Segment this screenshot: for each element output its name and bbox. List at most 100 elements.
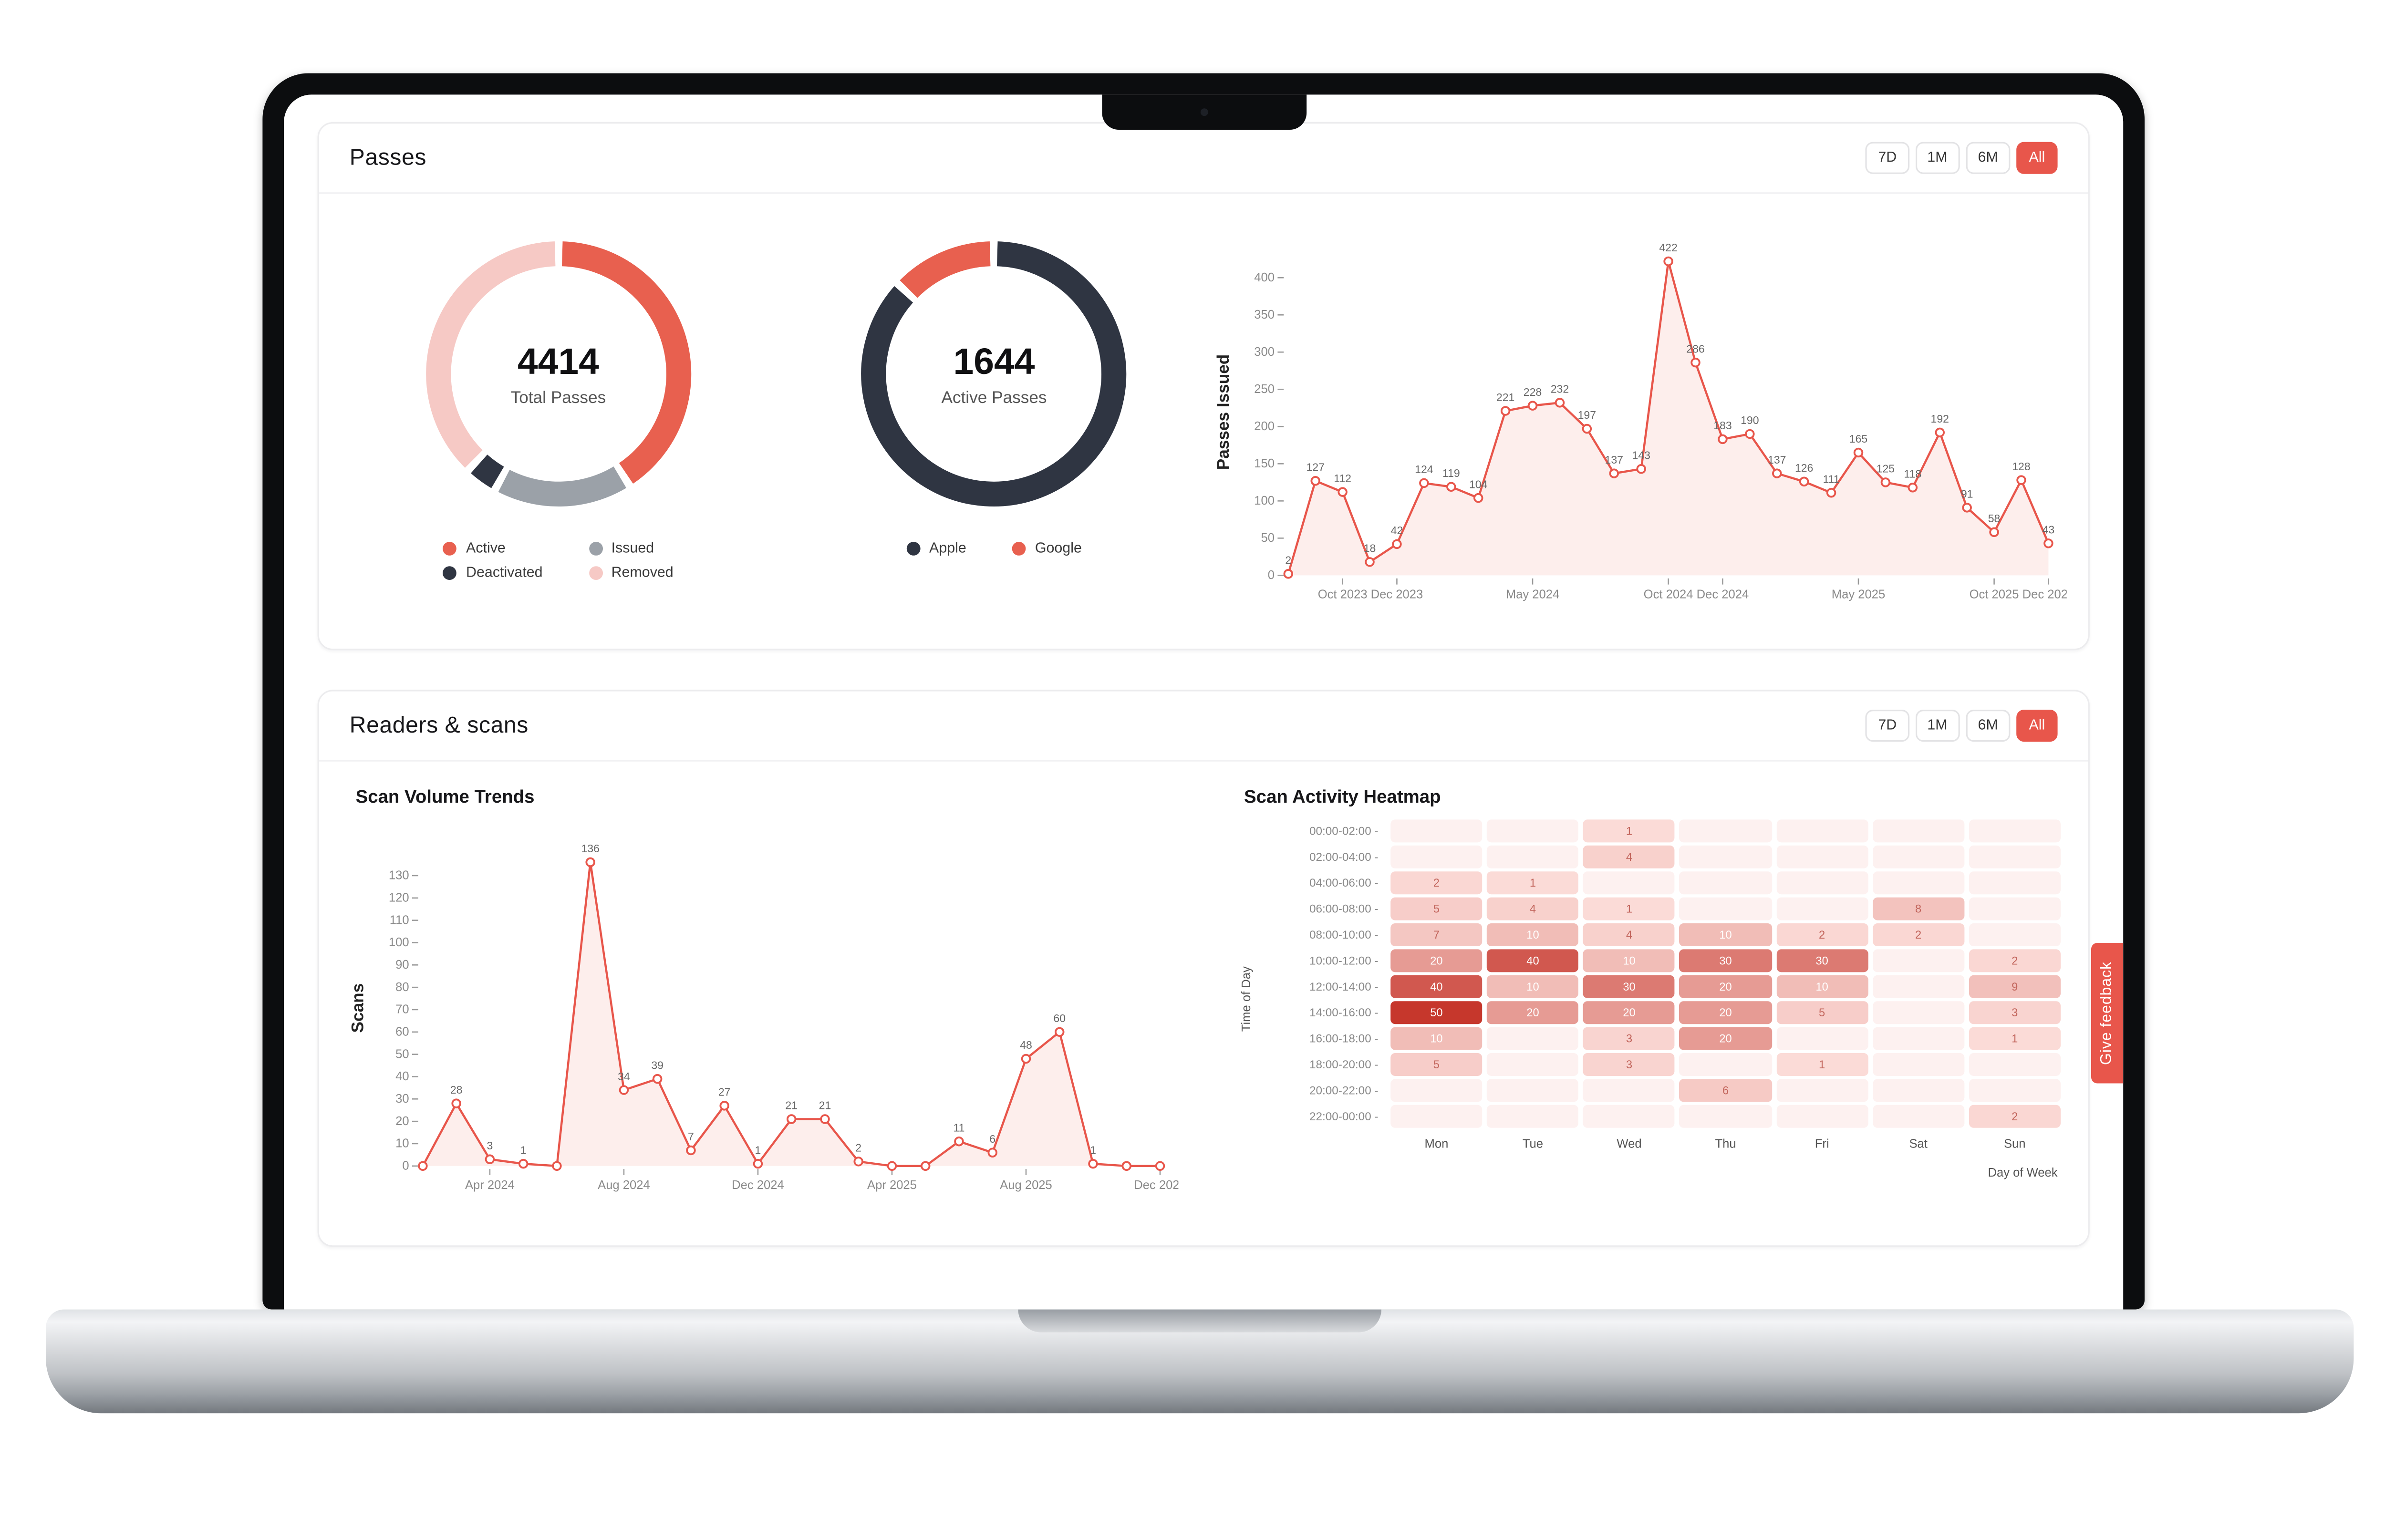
heatmap-column-label-sun: Sun — [2003, 1137, 2026, 1151]
heatmap-cell-wed-4: 4 — [1583, 923, 1675, 946]
legend-item-removed: Removed — [588, 565, 674, 581]
data-point — [1155, 1161, 1165, 1171]
y-tick-label: 30 — [395, 1092, 409, 1106]
heatmap-row-label: 14:00-16:00 - — [1309, 1005, 1379, 1020]
heatmap-cell-wed-8: 3 — [1583, 1027, 1675, 1050]
range-button-6m[interactable]: 6M — [1965, 710, 2011, 742]
heatmap-row-label: 10:00-12:00 - — [1309, 954, 1379, 968]
data-point — [954, 1137, 964, 1147]
heatmap-cell-sat-5 — [1872, 949, 1964, 972]
data-point — [1473, 493, 1483, 503]
range-button-7d[interactable]: 7D — [1866, 710, 1909, 742]
range-button-1m[interactable]: 1M — [1915, 710, 1960, 742]
data-point — [1663, 256, 1673, 267]
y-tick-label: 50 — [1261, 531, 1275, 545]
scan-volume-chart: 0 10 20 30 40 50 60 70 80 90 100 110 120 130 Apr 2024 A… — [346, 810, 1195, 1215]
heatmap-cell-wed-6: 30 — [1583, 975, 1675, 998]
donut-center-value: 4414 — [517, 341, 599, 382]
heatmap-cell-tue-10 — [1487, 1079, 1579, 1102]
x-tick-label: Oct 2023 — [1318, 588, 1368, 601]
point-value-label: 127 — [1306, 461, 1324, 473]
data-point — [1054, 1027, 1065, 1037]
y-axis-title: Passes Issued — [1214, 354, 1233, 470]
heatmap-cell-sun-11: 2 — [1969, 1105, 2061, 1128]
y-tick-label: 0 — [1268, 568, 1275, 582]
heatmap-cell-sat-10 — [1872, 1079, 1964, 1102]
x-tick-label: Aug 2025 — [1000, 1178, 1052, 1192]
point-value-label: 136 — [581, 842, 599, 855]
heatmap-cell-thu-7: 20 — [1680, 1001, 1772, 1024]
heatmap-cell-sat-3: 8 — [1872, 897, 1964, 920]
heatmap-row-label: 16:00-18:00 - — [1309, 1032, 1379, 1045]
readers-scans-card: Readers & scans 7D 1M 6M All Scan Volume Tr… — [317, 690, 2090, 1247]
active-passes-donut-block: 1644 Active Passes Apple Google — [776, 206, 1212, 557]
heatmap-y-axis-title: Time of Day — [1239, 967, 1254, 1033]
point-value-label: 6 — [989, 1133, 995, 1145]
active-passes-donut-legend: Apple Google — [906, 540, 1082, 557]
data-point — [753, 1158, 763, 1169]
point-value-label: 28 — [450, 1084, 463, 1096]
heatmap-cell-mon-1 — [1390, 845, 1483, 868]
active-passes-donut-svg — [861, 241, 1127, 506]
data-point — [418, 1161, 428, 1171]
y-tick-label: 120 — [389, 891, 409, 904]
data-point — [1772, 468, 1782, 478]
data-point — [1609, 468, 1619, 478]
donut-segment-active — [561, 241, 691, 484]
passes-card-body: 4414 Total Passes Active Deactivated Issued R… — [319, 194, 2088, 649]
data-point — [1365, 557, 1375, 567]
range-button-all[interactable]: All — [2016, 710, 2058, 742]
heatmap-cell-sat-6 — [1872, 975, 1964, 998]
heatmap-cell-mon-4: 7 — [1390, 923, 1483, 946]
range-button-all[interactable]: All — [2016, 142, 2058, 174]
y-tick-label: 10 — [395, 1137, 409, 1150]
heatmap-cell-fri-7: 5 — [1776, 1001, 1868, 1024]
heatmap-cell-sun-5: 2 — [1969, 949, 2061, 972]
y-tick-label: 40 — [395, 1070, 409, 1083]
y-tick-label: 70 — [395, 1003, 409, 1016]
legend-dot-icon — [443, 542, 457, 556]
legend-label: Issued — [611, 540, 654, 557]
heatmap-corner-spacer — [1258, 1131, 1386, 1151]
range-button-7d[interactable]: 7D — [1866, 142, 1909, 174]
heatmap-cell-fri-10 — [1776, 1079, 1868, 1102]
heatmap-cell-sat-4: 2 — [1872, 923, 1964, 946]
heatmap-cell-tue-0 — [1487, 819, 1579, 843]
y-tick-label: 100 — [389, 936, 409, 949]
scan-heatmap-title: Scan Activity Heatmap — [1244, 786, 1441, 807]
data-point — [920, 1161, 931, 1171]
heatmap-column-label-mon: Mon — [1424, 1137, 1449, 1151]
data-point — [485, 1154, 495, 1164]
heatmap-cell-wed-11 — [1583, 1105, 1675, 1128]
point-value-label: 124 — [1415, 463, 1433, 475]
x-tick-label: Dec 2024 — [732, 1178, 784, 1192]
heatmap-cell-sun-7: 3 — [1969, 1001, 2061, 1024]
heatmap-cell-thu-0 — [1680, 819, 1772, 843]
range-button-1m[interactable]: 1M — [1915, 142, 1960, 174]
data-point — [1799, 476, 1809, 487]
heatmap-row-label: 08:00-10:00 - — [1309, 928, 1379, 942]
point-value-label: 286 — [1686, 342, 1704, 355]
laptop-screen-bezel: Passes 7D 1M 6M All 4414 Total Passes Active D… — [262, 73, 2145, 1310]
donut-segment-issued — [498, 466, 626, 506]
data-point — [1745, 429, 1755, 439]
y-tick-label: 400 — [1254, 271, 1275, 284]
heatmap-cell-sat-11 — [1872, 1105, 1964, 1128]
heatmap-cell-thu-5: 30 — [1680, 949, 1772, 972]
heatmap-cell-tue-9 — [1487, 1053, 1579, 1076]
heatmap-cell-tue-5: 40 — [1487, 949, 1579, 972]
range-button-6m[interactable]: 6M — [1965, 142, 2011, 174]
heatmap-cell-fri-2 — [1776, 871, 1868, 895]
heatmap-cell-tue-6: 10 — [1487, 975, 1579, 998]
legend-item-deactivated: Deactivated — [443, 565, 543, 581]
point-value-label: 34 — [618, 1070, 630, 1083]
total-passes-donut-ring: 4414 Total Passes — [412, 227, 705, 520]
heatmap-row-label: 22:00-00:00 - — [1309, 1109, 1379, 1124]
x-tick-label: Aug 2024 — [598, 1178, 650, 1192]
heatmap-column-label-sat: Sat — [1909, 1137, 1928, 1151]
data-point — [652, 1074, 663, 1084]
point-value-label: 43 — [2043, 524, 2055, 536]
legend-item-active: Active — [443, 540, 543, 557]
give-feedback-button[interactable]: Give feedback — [2091, 943, 2124, 1084]
